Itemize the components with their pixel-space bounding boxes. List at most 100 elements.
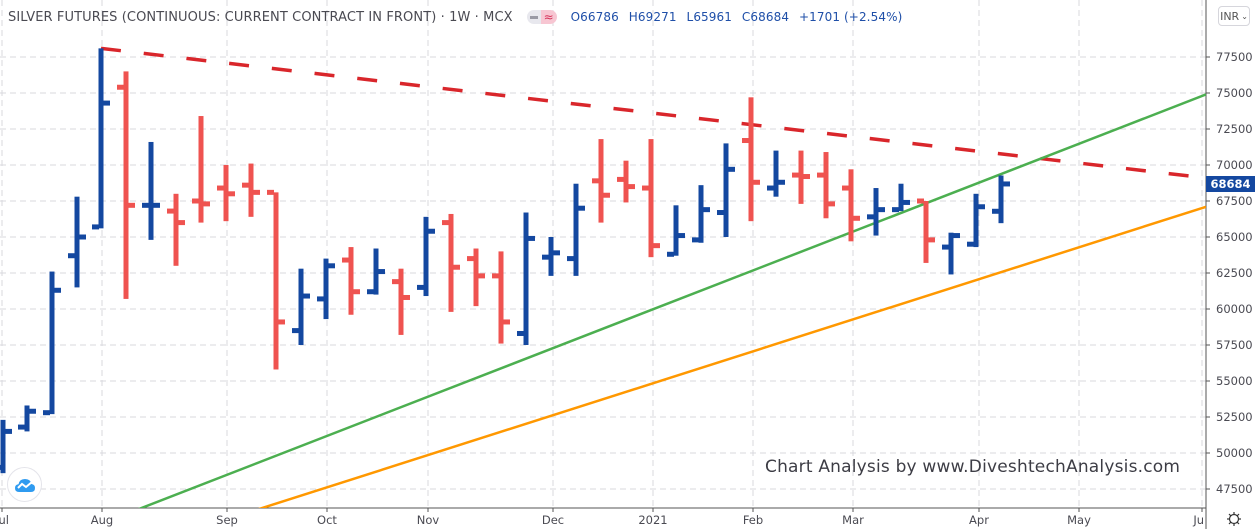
bar-open-tick <box>892 207 899 213</box>
ohlc-bar <box>817 152 835 219</box>
ohlc-bar <box>317 258 335 320</box>
tradingview-logo[interactable] <box>7 467 42 502</box>
ohlc-bar <box>367 248 385 295</box>
x-tick-label: Dec <box>542 513 564 527</box>
bar-close-tick <box>153 202 160 208</box>
bar-range <box>848 169 854 242</box>
bar-close-tick <box>603 192 610 198</box>
bar-open-tick <box>217 185 224 191</box>
y-tick-label: 70000 <box>1216 158 1253 172</box>
ohlc-bar <box>117 71 135 299</box>
ohlc-bar <box>467 248 485 307</box>
bar-open-tick <box>967 241 974 247</box>
trendline-resistance[interactable] <box>100 46 1206 180</box>
bar-open-tick <box>192 198 199 204</box>
bar-range <box>323 258 329 320</box>
y-tick-label: 50000 <box>1216 446 1253 460</box>
chart-style-toggle[interactable]: ≈ <box>526 10 557 24</box>
y-tick-label: 65000 <box>1216 230 1253 244</box>
bar-range <box>24 405 30 432</box>
bar-open-tick <box>142 202 149 208</box>
bar-open-tick <box>167 208 174 214</box>
bar-close-tick <box>29 408 36 414</box>
bar-close-tick <box>253 189 260 195</box>
y-tick-label: 47500 <box>1216 482 1253 496</box>
trend-lines[interactable] <box>100 46 1206 517</box>
ohlc-bar <box>43 271 61 416</box>
bar-range <box>923 201 929 263</box>
bar-close-tick <box>453 264 460 270</box>
bar-open-tick <box>492 273 499 279</box>
ohlc-bar <box>767 150 785 197</box>
bar-open-tick <box>792 172 799 178</box>
ohlc-bar <box>867 188 885 236</box>
bar-open-tick <box>292 328 299 334</box>
bar-range <box>273 192 279 370</box>
bar-range <box>948 232 954 275</box>
y-tick-label: 52500 <box>1216 410 1253 424</box>
bar-close-tick <box>1003 181 1010 187</box>
ohlc-bar <box>692 185 710 243</box>
bar-open-tick <box>417 284 424 290</box>
y-tick-label: 72500 <box>1216 122 1253 136</box>
bar-range <box>873 188 879 236</box>
x-tick-label: 2021 <box>638 513 667 527</box>
ohlc-bar <box>217 165 235 222</box>
bar-close-tick <box>428 228 435 234</box>
bar-close-tick <box>328 263 335 269</box>
bar-range <box>373 248 379 295</box>
bar-close-tick <box>903 199 910 205</box>
compare-icon[interactable]: ≈ <box>540 10 557 24</box>
bar-open-tick <box>117 84 124 90</box>
ohlc-values: O66786 H69271 L65961 C68684 +1701 (+2.54… <box>571 10 909 24</box>
bar-open-tick <box>842 185 849 191</box>
minimize-icon[interactable] <box>526 10 541 24</box>
bar-open-tick <box>342 257 349 263</box>
bar-range <box>123 71 129 299</box>
bar-open-tick <box>467 256 474 262</box>
low-value: L65961 <box>686 10 732 24</box>
bar-range <box>598 139 604 223</box>
bar-close-tick <box>278 319 285 325</box>
bar-close-tick <box>628 184 635 190</box>
y-tick-label: 60000 <box>1216 302 1253 316</box>
ohlc-bar <box>617 160 635 203</box>
bar-range <box>548 237 554 276</box>
ohlc-bar <box>992 175 1010 224</box>
change-value: +1701 (+2.54%) <box>799 10 903 24</box>
ohlc-bars <box>0 48 1010 474</box>
ohlc-bar <box>242 163 260 217</box>
bar-close-tick <box>853 215 860 221</box>
bar-range <box>98 48 104 229</box>
x-tick-label: Mar <box>842 513 864 527</box>
bar-open-tick <box>917 198 924 204</box>
bar-range <box>973 193 979 248</box>
symbol-title[interactable]: SILVER FUTURES (CONTINUOUS: CURRENT CONT… <box>8 9 513 25</box>
x-tick-label: Ju <box>1192 513 1204 527</box>
bar-open-tick <box>442 220 449 226</box>
bar-open-tick <box>517 330 524 336</box>
bar-range <box>648 139 654 258</box>
bar-range <box>723 143 729 237</box>
gear-icon[interactable] <box>1226 511 1242 527</box>
bar-range <box>198 116 204 223</box>
trendline-support-orange[interactable] <box>236 205 1206 517</box>
bar-open-tick <box>642 185 649 191</box>
ohlc-bar <box>417 216 435 297</box>
ohlc-bar <box>92 48 110 230</box>
bar-open-tick <box>18 424 25 430</box>
bar-range <box>398 268 404 335</box>
watermark-text: Chart Analysis by www.DiveshtechAnalysis… <box>765 457 1181 477</box>
trendline-support-green[interactable] <box>120 93 1206 516</box>
bar-close-tick <box>353 289 360 295</box>
bar-range <box>348 247 354 315</box>
ohlc-bar <box>567 183 585 276</box>
x-tick-label: Sep <box>216 513 238 527</box>
currency-selector[interactable]: INR ⌄ <box>1218 6 1250 26</box>
bar-open-tick <box>692 237 699 243</box>
x-tick-label: Apr <box>969 513 989 527</box>
bar-open-tick <box>43 410 50 416</box>
ohlc-bar <box>292 268 310 345</box>
